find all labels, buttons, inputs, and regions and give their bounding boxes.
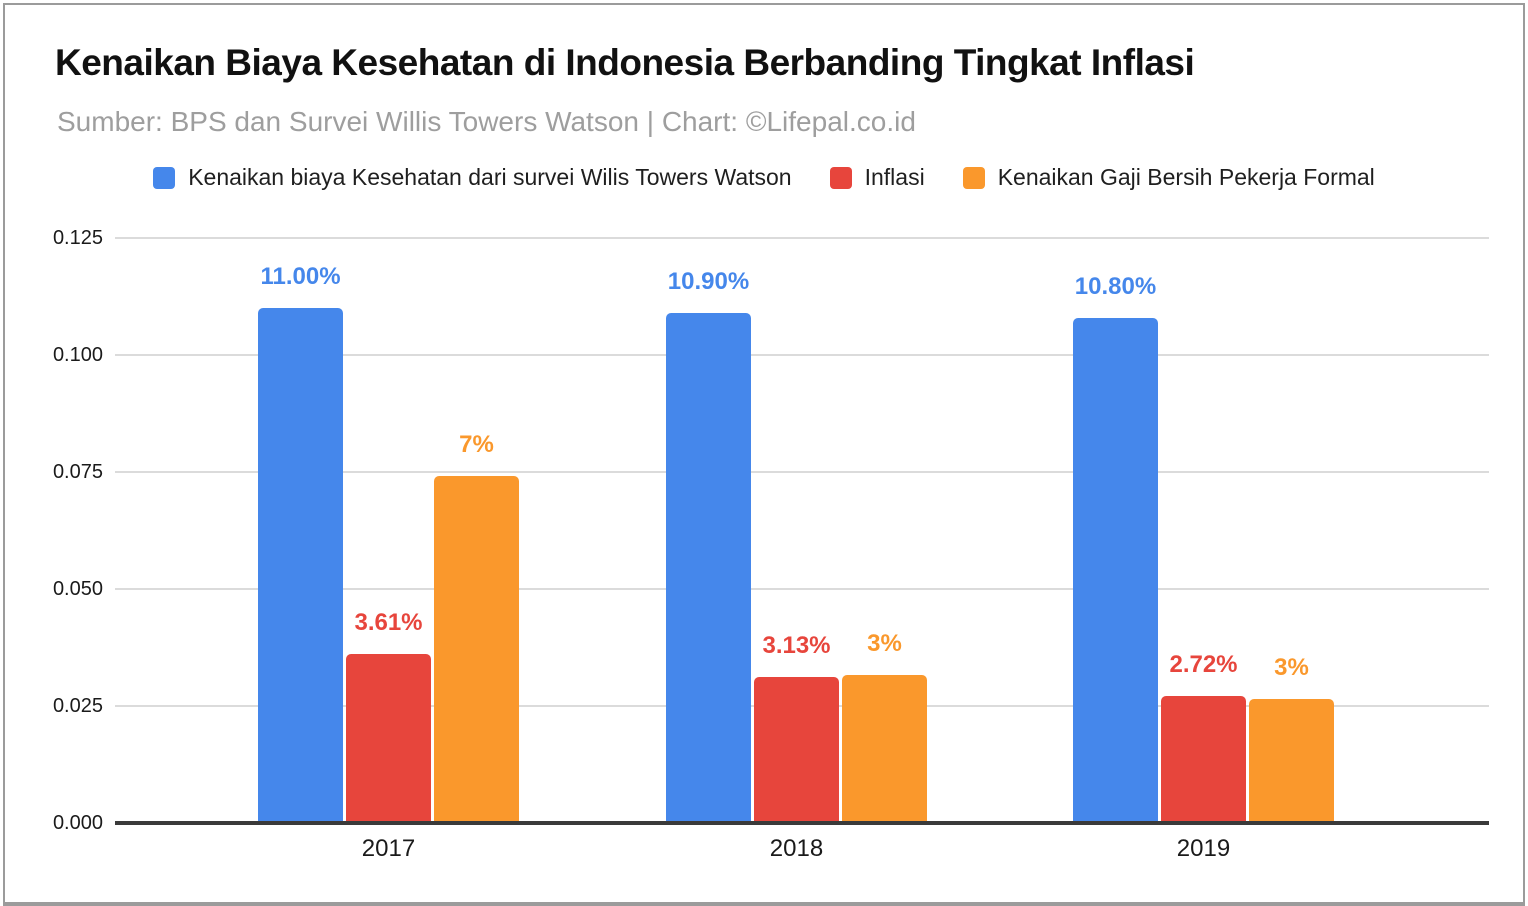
gridline: [115, 588, 1489, 590]
gridline: [115, 354, 1489, 356]
bar-series2-2017: [434, 476, 519, 823]
bar-value-label: 10.80%: [1074, 273, 1157, 300]
bar-series0-2018: [666, 313, 751, 823]
bar-series1-2017: [346, 654, 431, 823]
gridline: [115, 471, 1489, 473]
y-tick-label: 0.125: [52, 227, 103, 249]
bar-value-label: 3%: [867, 630, 902, 657]
bar-value-label: 3.13%: [762, 632, 831, 659]
y-tick-label: 0.025: [52, 695, 103, 717]
bar-value-label: 7%: [459, 431, 494, 458]
legend-item-0: Kenaikan biaya Kesehatan dari survei Wil…: [153, 164, 792, 191]
legend-label: Kenaikan biaya Kesehatan dari survei Wil…: [188, 164, 792, 190]
bar-series2-2019: [1249, 699, 1334, 823]
chart-title: Kenaikan Biaya Kesehatan di Indonesia Be…: [55, 42, 1195, 83]
gridline: [115, 237, 1489, 239]
legend-swatch-icon: [153, 166, 176, 189]
chart-subtitle: Sumber: BPS dan Survei Willis Towers Wat…: [57, 106, 916, 137]
bar-value-label: 3.61%: [354, 609, 423, 636]
y-tick-label: 0.050: [52, 578, 103, 600]
bar-value-label: 3%: [1274, 654, 1309, 681]
legend-item-1: Inflasi: [829, 164, 925, 191]
legend-swatch-icon: [962, 166, 985, 189]
bar-value-label: 2.72%: [1169, 651, 1238, 678]
bar-series2-2018: [842, 675, 927, 823]
y-tick-label: 0.075: [52, 461, 103, 483]
bar-value-label: 11.00%: [260, 263, 341, 290]
bar-value-label: 10.90%: [667, 268, 750, 295]
legend-label: Kenaikan Gaji Bersih Pekerja Formal: [997, 164, 1375, 190]
legend: Kenaikan biaya Kesehatan dari survei Wil…: [0, 164, 1528, 191]
legend-item-2: Kenaikan Gaji Bersih Pekerja Formal: [962, 164, 1375, 191]
x-axis-label-2019: 2019: [1176, 835, 1231, 862]
y-tick-label: 0.000: [52, 812, 103, 834]
legend-swatch-icon: [829, 166, 852, 189]
bar-series1-2018: [754, 677, 839, 823]
bar-series0-2019: [1073, 318, 1158, 823]
plot-area: 0.000 0.025 0.050 0.075 0.100 0.125 11.00% 3.61…: [53, 228, 1489, 862]
x-axis-line: [115, 821, 1489, 825]
x-axis-label-2018: 2018: [769, 835, 824, 862]
y-tick-label: 0.100: [52, 344, 103, 366]
legend-label: Inflasi: [864, 164, 925, 190]
x-axis-label-2017: 2017: [361, 835, 416, 862]
bar-series1-2019: [1161, 696, 1246, 823]
bar-series0-2017: [258, 308, 343, 823]
